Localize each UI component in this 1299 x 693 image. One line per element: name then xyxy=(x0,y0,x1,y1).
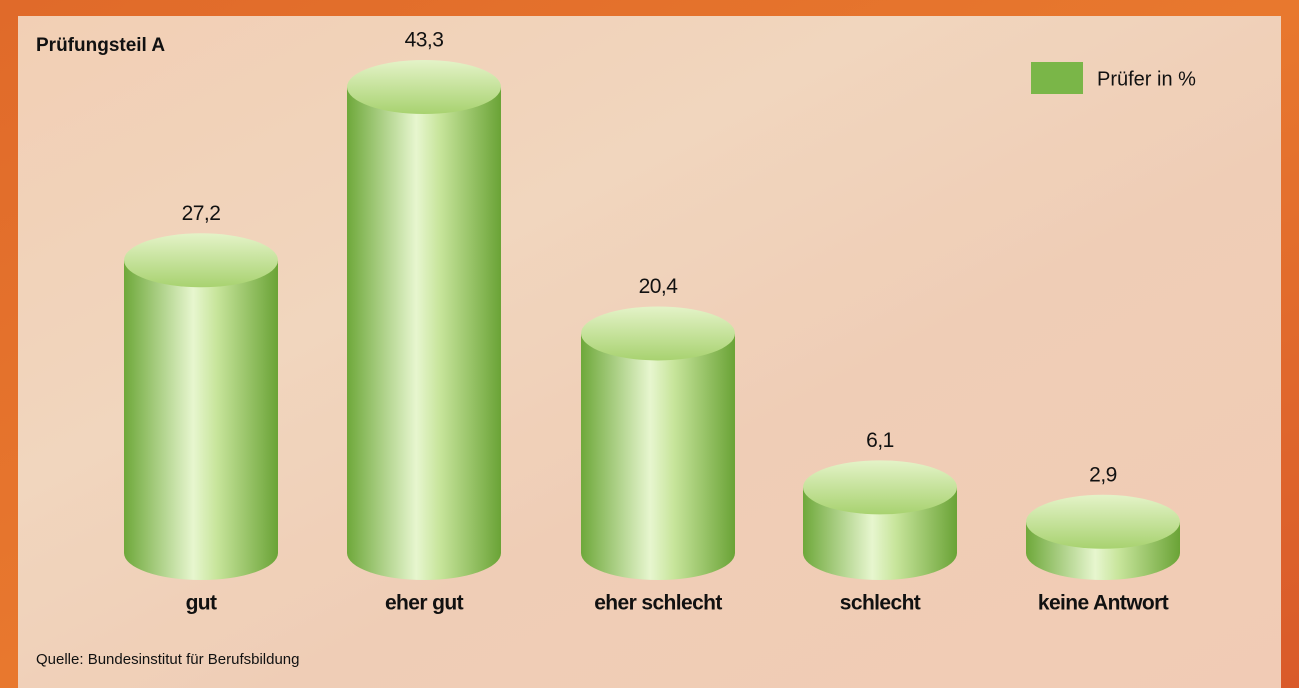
legend-swatch xyxy=(1031,62,1083,94)
category-label: eher gut xyxy=(385,592,464,615)
bar-top xyxy=(124,233,278,288)
bar xyxy=(124,260,278,580)
legend-label: Prüfer in % xyxy=(1097,68,1196,90)
category-label: gut xyxy=(186,592,217,615)
value-label: 2,9 xyxy=(1089,463,1117,486)
bar-top xyxy=(347,60,501,114)
value-label: 6,1 xyxy=(866,429,894,452)
category-label: keine Antwort xyxy=(1038,592,1169,615)
bar-top xyxy=(803,460,957,515)
value-label: 20,4 xyxy=(639,275,679,298)
bar-top xyxy=(1026,494,1180,549)
category-label: eher schlecht xyxy=(594,592,722,615)
bar xyxy=(347,87,501,580)
value-label: 27,2 xyxy=(182,202,221,225)
chart-title: Prüfungsteil A xyxy=(36,35,165,56)
bar-top xyxy=(581,306,735,361)
source: Quelle: Bundesinstitut für Berufsbildung xyxy=(36,651,300,668)
category-label: schlecht xyxy=(840,592,921,615)
value-label: 43,3 xyxy=(405,29,444,52)
bar xyxy=(581,333,735,580)
